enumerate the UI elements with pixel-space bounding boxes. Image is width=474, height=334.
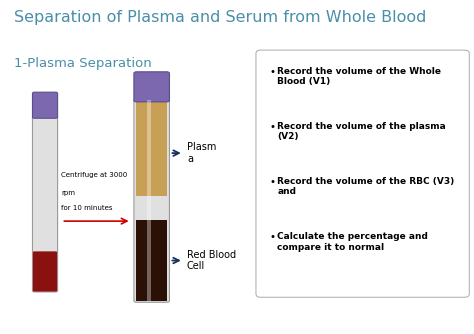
FancyBboxPatch shape [32, 92, 58, 118]
Text: •: • [269, 122, 275, 132]
Bar [147, 100, 151, 301]
FancyBboxPatch shape [134, 72, 169, 102]
Text: 1-Plasma Separation: 1-Plasma Separation [14, 57, 152, 70]
FancyBboxPatch shape [134, 99, 169, 302]
Text: •: • [269, 67, 275, 77]
Text: Separation of Plasma and Serum from Whole Blood: Separation of Plasma and Serum from Whol… [14, 10, 427, 25]
Text: Record the volume of the plasma
(V2): Record the volume of the plasma (V2) [277, 122, 446, 141]
Bar [136, 100, 167, 196]
FancyBboxPatch shape [32, 116, 58, 292]
Text: Red Blood
Cell: Red Blood Cell [187, 250, 236, 271]
FancyBboxPatch shape [256, 50, 469, 297]
Text: Centrifuge at 3000: Centrifuge at 3000 [62, 172, 128, 178]
Text: for 10 minutes: for 10 minutes [62, 205, 113, 211]
Text: •: • [269, 177, 275, 187]
Text: •: • [269, 232, 275, 242]
Text: Record the volume of the Whole
Blood (V1): Record the volume of the Whole Blood (V1… [277, 67, 441, 86]
FancyBboxPatch shape [33, 252, 57, 292]
Text: Record the volume of the RBC (V3)
and: Record the volume of the RBC (V3) and [277, 177, 455, 196]
Text: rpm: rpm [62, 190, 75, 196]
Text: Calculate the percentage and
compare it to normal: Calculate the percentage and compare it … [277, 232, 428, 252]
Text: Plasm
a: Plasm a [187, 142, 216, 164]
Bar [136, 220, 167, 301]
